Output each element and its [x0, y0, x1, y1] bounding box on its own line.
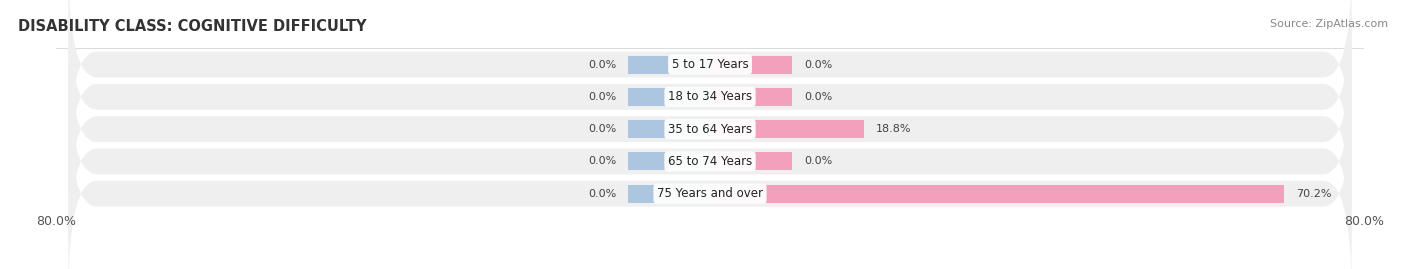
Bar: [710, 153, 792, 170]
Text: 18 to 34 Years: 18 to 34 Years: [668, 90, 752, 103]
FancyBboxPatch shape: [69, 0, 1351, 165]
Text: 0.0%: 0.0%: [804, 156, 832, 167]
Bar: [628, 185, 710, 203]
Text: 65 to 74 Years: 65 to 74 Years: [668, 155, 752, 168]
Text: DISABILITY CLASS: COGNITIVE DIFFICULTY: DISABILITY CLASS: COGNITIVE DIFFICULTY: [18, 19, 367, 34]
FancyBboxPatch shape: [69, 29, 1351, 229]
Text: Source: ZipAtlas.com: Source: ZipAtlas.com: [1270, 19, 1388, 29]
Text: 0.0%: 0.0%: [804, 59, 832, 70]
FancyBboxPatch shape: [69, 94, 1351, 269]
Text: 18.8%: 18.8%: [876, 124, 911, 134]
Bar: [710, 185, 1284, 203]
Text: 0.0%: 0.0%: [588, 59, 616, 70]
Bar: [710, 120, 863, 138]
Text: 0.0%: 0.0%: [588, 92, 616, 102]
Text: 75 Years and over: 75 Years and over: [657, 187, 763, 200]
Text: 0.0%: 0.0%: [588, 124, 616, 134]
Bar: [628, 120, 710, 138]
Bar: [628, 153, 710, 170]
Text: 5 to 17 Years: 5 to 17 Years: [672, 58, 748, 71]
Text: 0.0%: 0.0%: [588, 189, 616, 199]
Text: 0.0%: 0.0%: [588, 156, 616, 167]
Bar: [710, 56, 792, 73]
FancyBboxPatch shape: [69, 0, 1351, 197]
FancyBboxPatch shape: [69, 61, 1351, 261]
Bar: [628, 56, 710, 73]
Text: 70.2%: 70.2%: [1296, 189, 1331, 199]
Text: 35 to 64 Years: 35 to 64 Years: [668, 123, 752, 136]
Bar: [628, 88, 710, 106]
Bar: [710, 88, 792, 106]
Text: 0.0%: 0.0%: [804, 92, 832, 102]
